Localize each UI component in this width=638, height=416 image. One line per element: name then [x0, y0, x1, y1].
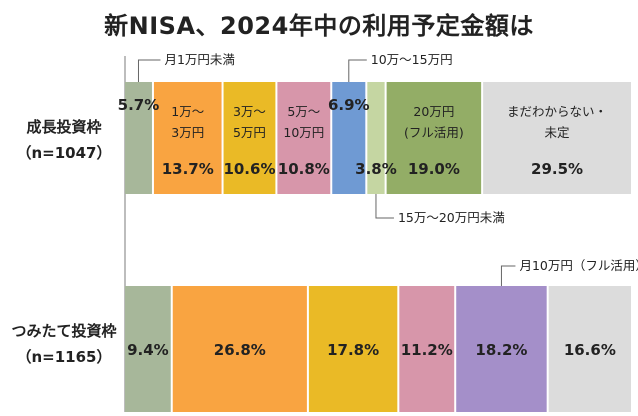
bar-segment-r1-s3	[399, 286, 455, 412]
bar-segment-r0-s2	[223, 82, 276, 194]
data-label-r1-s1: 26.8%	[214, 341, 266, 359]
bar-segment-r1-s0	[125, 286, 171, 412]
data-label-r0-s3: 10.8%	[278, 160, 330, 178]
callout-label-r1-s4: 月10万円（フル活用）	[519, 258, 638, 273]
data-label-r1-s5: 16.6%	[564, 341, 616, 359]
callout-label-r0-s0: 月1万円未満	[164, 52, 234, 67]
data-label-r0-s5: 3.8%	[355, 160, 397, 178]
segment-label-r0-s1-l1: 3万円	[171, 125, 204, 140]
bar-segment-r1-s2	[308, 286, 398, 412]
data-label-r1-s2: 17.8%	[327, 341, 379, 359]
data-label-r0-s4: 6.9%	[328, 96, 370, 114]
chart-title: 新NISA、2024年中の利用予定金額は	[104, 12, 534, 40]
segment-label-r0-s3-l1: 10万円	[283, 125, 324, 140]
data-label-r1-s3: 11.2%	[401, 341, 453, 359]
callout-line-r0-s5	[375, 194, 394, 219]
data-label-r0-s7: 29.5%	[531, 160, 583, 178]
bar-segment-r0-s6	[386, 82, 482, 194]
segment-label-r0-s3-l0: 5万～	[287, 104, 320, 119]
row-label-tsumitate: つみたて投資枠 （n=1165）	[8, 318, 120, 370]
bar-segment-r0-s7	[483, 82, 631, 194]
y-axis-line	[124, 56, 126, 412]
callout-line-r0-s4	[348, 59, 367, 82]
callout-line-r0-s0	[137, 59, 161, 82]
segment-label-r0-s2-l1: 5万円	[233, 125, 266, 140]
data-label-r1-s0: 9.4%	[127, 341, 169, 359]
segment-label-r0-s2-l0: 3万～	[233, 104, 266, 119]
segment-label-r0-s7-l1: 未定	[545, 125, 570, 140]
data-label-r0-s1: 13.7%	[162, 160, 214, 178]
row-label-growth-n: （n=1047）	[16, 144, 112, 162]
bar-segment-r0-s5	[367, 82, 385, 194]
data-label-r0-s6: 19.0%	[408, 160, 460, 178]
bar-segment-r0-s4	[332, 82, 366, 194]
data-label-r0-s2: 10.6%	[223, 160, 275, 178]
segment-label-r0-s1-l0: 1万～	[171, 104, 204, 119]
bar-segment-r0-s0	[125, 82, 152, 194]
segment-label-r0-s7-l0: まだわからない・	[507, 104, 607, 119]
data-label-r0-s0: 5.7%	[118, 96, 160, 114]
bar-segment-r1-s5	[548, 286, 631, 412]
row-label-tsumitate-name: つみたて投資枠	[11, 322, 117, 340]
bar-segment-r1-s4	[456, 286, 547, 412]
row-label-growth-name: 成長投資枠	[26, 118, 102, 136]
callout-line-r1-s4	[500, 265, 516, 286]
row-label-tsumitate-n: （n=1165）	[16, 348, 112, 366]
row-label-growth: 成長投資枠 （n=1047）	[8, 114, 120, 166]
bar-segment-r0-s3	[277, 82, 331, 194]
segment-label-r0-s6-l0: 20万円	[413, 104, 454, 119]
segment-label-r0-s6-l1: (フル活用)	[404, 125, 464, 140]
bar-segment-r0-s1	[153, 82, 222, 194]
bar-segment-r1-s1	[172, 286, 307, 412]
callout-label-r0-s5: 15万～20万円未満	[398, 210, 505, 225]
data-label-r1-s4: 18.2%	[475, 341, 527, 359]
callout-label-r0-s4: 10万～15万円	[371, 52, 453, 67]
